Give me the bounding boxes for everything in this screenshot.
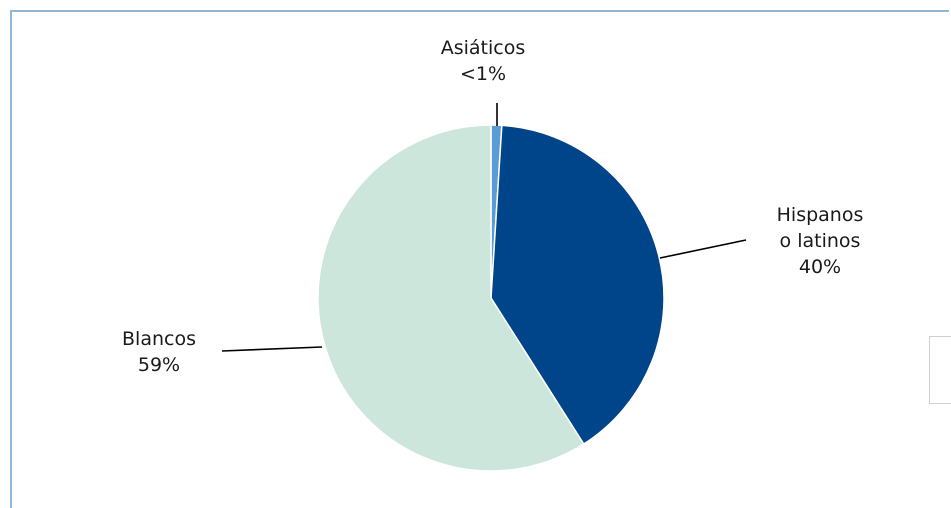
pie-slice-2: [317, 124, 585, 472]
slice-label-1-line-1: o latinos: [780, 230, 861, 252]
pie-slice-1: [490, 124, 665, 446]
pie-slices: [317, 124, 665, 472]
slice-label-2-line-1: 59%: [138, 354, 180, 376]
leader-lines: [221, 103, 747, 352]
slice-label-1-line-2: 40%: [799, 256, 841, 278]
leader-line-2: [221, 346, 323, 352]
legend-box: [929, 336, 951, 404]
slice-label-2-line-0: Blancos: [122, 328, 196, 350]
slice-label-1-line-0: Hispanos: [777, 204, 864, 226]
slice-label-0-line-0: Asiáticos: [441, 37, 526, 59]
slice-labels: Asiáticos <1% Hispanos o latinos 40% Blancos 5…: [122, 37, 863, 376]
leader-line-1: [659, 239, 747, 259]
slice-label-0-line-1: <1%: [460, 63, 506, 85]
